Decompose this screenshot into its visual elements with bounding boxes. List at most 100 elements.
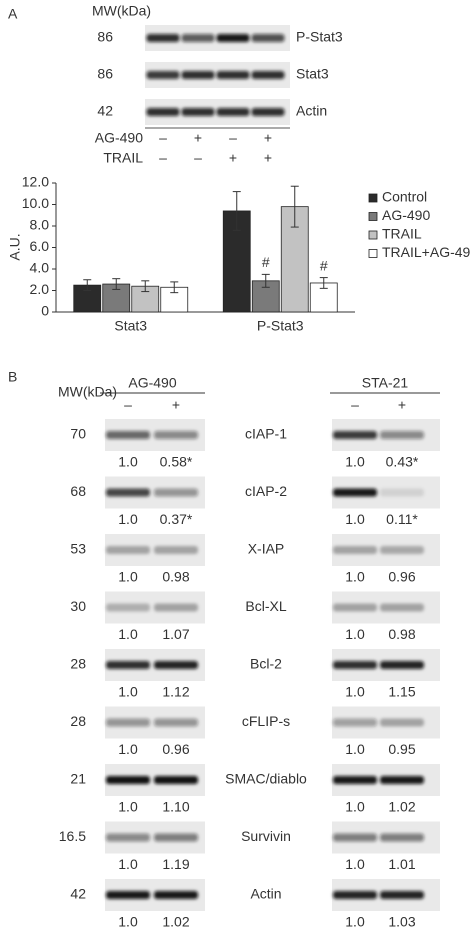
y-tick-label: 10.0 — [22, 195, 49, 211]
ratio: 0.95 — [388, 741, 415, 757]
ratio: 1.0 — [345, 856, 365, 872]
blot-band — [333, 431, 377, 439]
ratio: 1.0 — [118, 454, 138, 470]
blot-band — [333, 718, 377, 727]
blot-band — [380, 488, 424, 497]
ratio: 1.0 — [118, 626, 138, 642]
treatment-mark: – — [229, 130, 237, 146]
blot-band — [333, 603, 377, 612]
ratio: 1.0 — [345, 684, 365, 700]
blot-band — [333, 776, 377, 784]
ratio: 1.0 — [118, 799, 138, 815]
ratio: 1.0 — [345, 914, 365, 930]
legend-label: Control — [382, 189, 427, 205]
ratio: 0.58* — [160, 454, 193, 470]
panel-label: B — [8, 369, 17, 385]
ratio: 1.12 — [162, 684, 189, 700]
treatment-mark: + — [264, 130, 272, 146]
blot-band — [146, 108, 180, 116]
treatment-mark: – — [159, 130, 167, 146]
protein-name: cIAP-2 — [245, 483, 287, 499]
ratio: 0.11* — [386, 511, 418, 527]
lane-mark: + — [398, 397, 406, 413]
ratio: 1.0 — [118, 914, 138, 930]
blot-band — [251, 108, 285, 116]
mw-label: 28 — [70, 656, 86, 672]
blot-band — [380, 603, 424, 612]
protein-name: X-IAP — [248, 541, 285, 557]
ratio: 1.03 — [388, 914, 415, 930]
ratio: 1.0 — [345, 799, 365, 815]
protein-name: Bcl-2 — [250, 656, 282, 672]
mw-label: 16.5 — [59, 828, 86, 844]
blot-band — [154, 718, 198, 727]
blot-band — [146, 71, 180, 79]
blot-band — [154, 891, 198, 899]
ratio: 1.0 — [118, 741, 138, 757]
ratio: 1.0 — [118, 856, 138, 872]
ratio: 1.02 — [162, 914, 189, 930]
y-tick-label: 4.0 — [30, 260, 50, 276]
blot-band — [333, 661, 377, 669]
ratio: 1.15 — [388, 684, 415, 700]
blot-band — [154, 833, 198, 842]
legend-label: TRAIL+AG-490 — [382, 244, 470, 260]
y-tick-label: 8.0 — [30, 217, 50, 233]
blot-band — [106, 776, 150, 784]
blot-band — [380, 661, 424, 669]
blot-name: Actin — [296, 103, 327, 119]
ratio: 0.96 — [162, 741, 189, 757]
legend-swatch — [368, 249, 378, 258]
blot-band — [154, 546, 198, 554]
mw-label: 42 — [97, 103, 113, 119]
blot-band — [380, 833, 424, 842]
blot-band — [154, 488, 198, 497]
blot-band — [333, 488, 377, 497]
mw-header: MW(kDa) — [92, 3, 151, 19]
mw-label: 21 — [70, 771, 86, 787]
mw-label: 86 — [97, 66, 113, 82]
lane-mark: – — [124, 397, 132, 413]
protein-name: Survivin — [241, 828, 291, 844]
mw-label: 86 — [97, 29, 113, 45]
mw-label: 68 — [70, 483, 86, 499]
blot-band — [380, 718, 424, 727]
annotation: # — [320, 257, 328, 273]
legend-label: TRAIL — [382, 226, 422, 242]
group-name: STA-21 — [362, 375, 409, 391]
ratio: 1.0 — [118, 569, 138, 585]
mw-label: 70 — [70, 426, 86, 442]
mw-label: 28 — [70, 713, 86, 729]
y-tick-label: 2.0 — [30, 281, 50, 297]
blot-band — [333, 546, 377, 554]
y-axis-label: A.U. — [7, 233, 23, 260]
blot-band — [333, 833, 377, 842]
blot-band — [154, 776, 198, 784]
y-tick-label: 0 — [41, 303, 49, 319]
blot-band — [106, 488, 150, 497]
treatment-mark: – — [194, 150, 202, 166]
blot-band — [333, 891, 377, 899]
blot-band — [106, 603, 150, 612]
blot-name: Stat3 — [296, 66, 329, 82]
y-tick-label: 12.0 — [22, 174, 49, 190]
lane-mark: – — [351, 397, 359, 413]
blot-band — [106, 833, 150, 842]
ratio: 0.43* — [386, 454, 419, 470]
blot-band — [154, 431, 198, 439]
ratio: 1.0 — [118, 684, 138, 700]
treatment-name: AG-490 — [95, 130, 143, 146]
legend-swatch — [368, 230, 378, 240]
treatment-mark: + — [194, 130, 202, 146]
ratio: 1.0 — [118, 511, 138, 527]
ratio: 1.01 — [388, 856, 415, 872]
mw-header: MW(kDa) — [58, 384, 117, 400]
lane-mark: + — [172, 397, 180, 413]
treatment-name: TRAIL — [103, 150, 143, 166]
mw-label: 53 — [70, 541, 86, 557]
blot-band — [251, 71, 285, 79]
legend-label: AG-490 — [382, 207, 430, 223]
blot-band — [154, 603, 198, 612]
